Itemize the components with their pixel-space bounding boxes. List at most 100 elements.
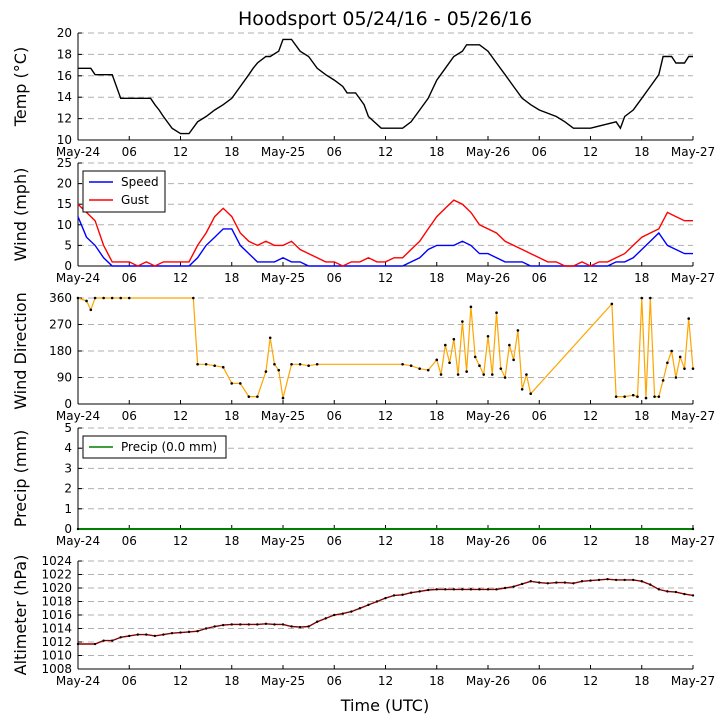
y-tick-label-alt: 1016 — [41, 608, 72, 622]
data-point-wdir — [448, 361, 451, 365]
data-point-wdir — [666, 361, 669, 365]
data-point-alt — [119, 636, 122, 639]
data-point-wdir — [277, 368, 281, 372]
x-tick-label-alt: May-26 — [466, 674, 510, 688]
data-point-alt — [222, 623, 225, 627]
data-point-alt — [563, 581, 567, 584]
y-tick-label-precip: 0 — [64, 522, 72, 536]
data-point-alt — [495, 588, 498, 591]
x-tick-label-precip: 06 — [122, 534, 137, 548]
data-point-wdir — [657, 395, 661, 398]
data-point-alt — [435, 588, 438, 591]
y-axis-title-temp: Temp (°C) — [11, 47, 30, 127]
data-point-wdir — [670, 349, 673, 353]
data-point-alt — [469, 588, 473, 591]
data-point-alt — [478, 588, 481, 591]
data-point-wdir — [221, 365, 225, 369]
data-point-wdir — [204, 362, 208, 366]
x-axis-title: Time (UTC) — [340, 696, 429, 715]
data-point-alt — [392, 594, 396, 597]
x-tick-label-wind: 06 — [327, 271, 342, 285]
y-tick-label-precip: 4 — [64, 441, 72, 455]
y-tick-label-precip: 3 — [64, 461, 72, 475]
data-point-alt — [273, 623, 276, 626]
data-point-alt — [512, 585, 515, 588]
legend-box-wind — [82, 170, 166, 213]
data-point-alt — [503, 586, 507, 590]
data-point-alt — [358, 607, 362, 610]
data-point-wdir — [230, 382, 234, 385]
data-point-alt — [298, 625, 302, 629]
data-point-alt — [674, 590, 678, 594]
data-point-alt — [367, 603, 370, 607]
data-point-alt — [239, 623, 242, 626]
data-point-alt — [375, 600, 379, 603]
data-point-alt — [589, 579, 592, 582]
data-point-wdir — [610, 302, 614, 306]
legend-wind: Speed Gust — [82, 170, 166, 213]
y-tick-label-wdir: 180 — [49, 344, 72, 358]
data-point-alt — [93, 642, 97, 646]
y-tick-label-alt: 1020 — [41, 581, 72, 595]
x-tick-label-wdir: May-26 — [466, 409, 510, 423]
data-point-alt — [384, 596, 387, 600]
x-tick-label-temp: May-26 — [466, 145, 510, 159]
data-point-alt — [230, 623, 233, 626]
data-point-wdir — [644, 396, 648, 400]
data-point-wdir — [490, 373, 494, 376]
x-tick-label-temp: May-24 — [56, 145, 100, 159]
data-point-alt — [418, 590, 421, 593]
data-point-wdir — [520, 387, 524, 391]
data-point-wdir — [127, 296, 131, 300]
x-tick-label-alt: May-25 — [261, 674, 305, 688]
data-point-alt — [315, 620, 319, 623]
data-point-wdir — [465, 370, 468, 373]
data-point-wdir — [256, 395, 259, 398]
y-tick-label-wind: 15 — [57, 197, 72, 211]
y-axis-title-alt: Altimeter (hPa) — [11, 555, 30, 676]
data-point-alt — [247, 623, 251, 626]
x-tick-label-wdir: 12 — [173, 409, 188, 423]
data-point-wdir — [409, 364, 413, 368]
x-tick-label-wind: 06 — [532, 271, 547, 285]
y-tick-label-precip: 1 — [64, 502, 72, 516]
x-tick-label-wind: May-27 — [671, 271, 715, 285]
x-tick-label-precip: 18 — [224, 534, 239, 548]
x-tick-label-precip: 12 — [378, 534, 393, 548]
y-axis-title-wind: Wind (mph) — [11, 168, 30, 262]
data-point-wdir — [636, 395, 639, 398]
x-tick-label-precip: 06 — [532, 534, 547, 548]
x-tick-label-wind: 12 — [378, 271, 393, 285]
x-tick-label-temp: 06 — [122, 145, 137, 159]
data-point-wdir — [631, 393, 635, 397]
data-point-wdir — [495, 311, 498, 315]
data-point-alt — [657, 588, 661, 591]
x-tick-label-precip: 18 — [634, 534, 649, 548]
y-tick-label-alt: 1022 — [41, 568, 72, 582]
data-point-alt — [401, 593, 404, 596]
x-tick-label-precip: 06 — [327, 534, 342, 548]
data-point-wdir — [503, 376, 507, 379]
data-point-alt — [153, 634, 157, 638]
data-point-alt — [324, 617, 327, 620]
data-point-wdir — [315, 362, 319, 366]
x-tick-label-alt: 06 — [532, 674, 547, 688]
data-point-alt — [264, 622, 268, 625]
legend-precip: Precip (0.0 mm) — [82, 435, 227, 459]
x-tick-label-wdir: May-27 — [671, 409, 715, 423]
data-point-wdir — [418, 367, 421, 370]
data-point-wdir — [85, 299, 88, 303]
data-point-wdir — [264, 370, 268, 373]
x-tick-label-wind: 18 — [429, 271, 444, 285]
data-point-wdir — [298, 362, 302, 366]
y-tick-label-wind: 5 — [64, 238, 72, 252]
data-point-wdir — [268, 336, 272, 340]
data-point-wdir — [640, 296, 644, 300]
data-point-wdir — [691, 367, 695, 370]
data-point-alt — [196, 630, 199, 633]
x-tick-label-temp: May-25 — [261, 145, 305, 159]
data-point-alt — [572, 582, 575, 585]
data-point-wdir — [508, 343, 511, 347]
data-point-wdir — [499, 367, 503, 370]
